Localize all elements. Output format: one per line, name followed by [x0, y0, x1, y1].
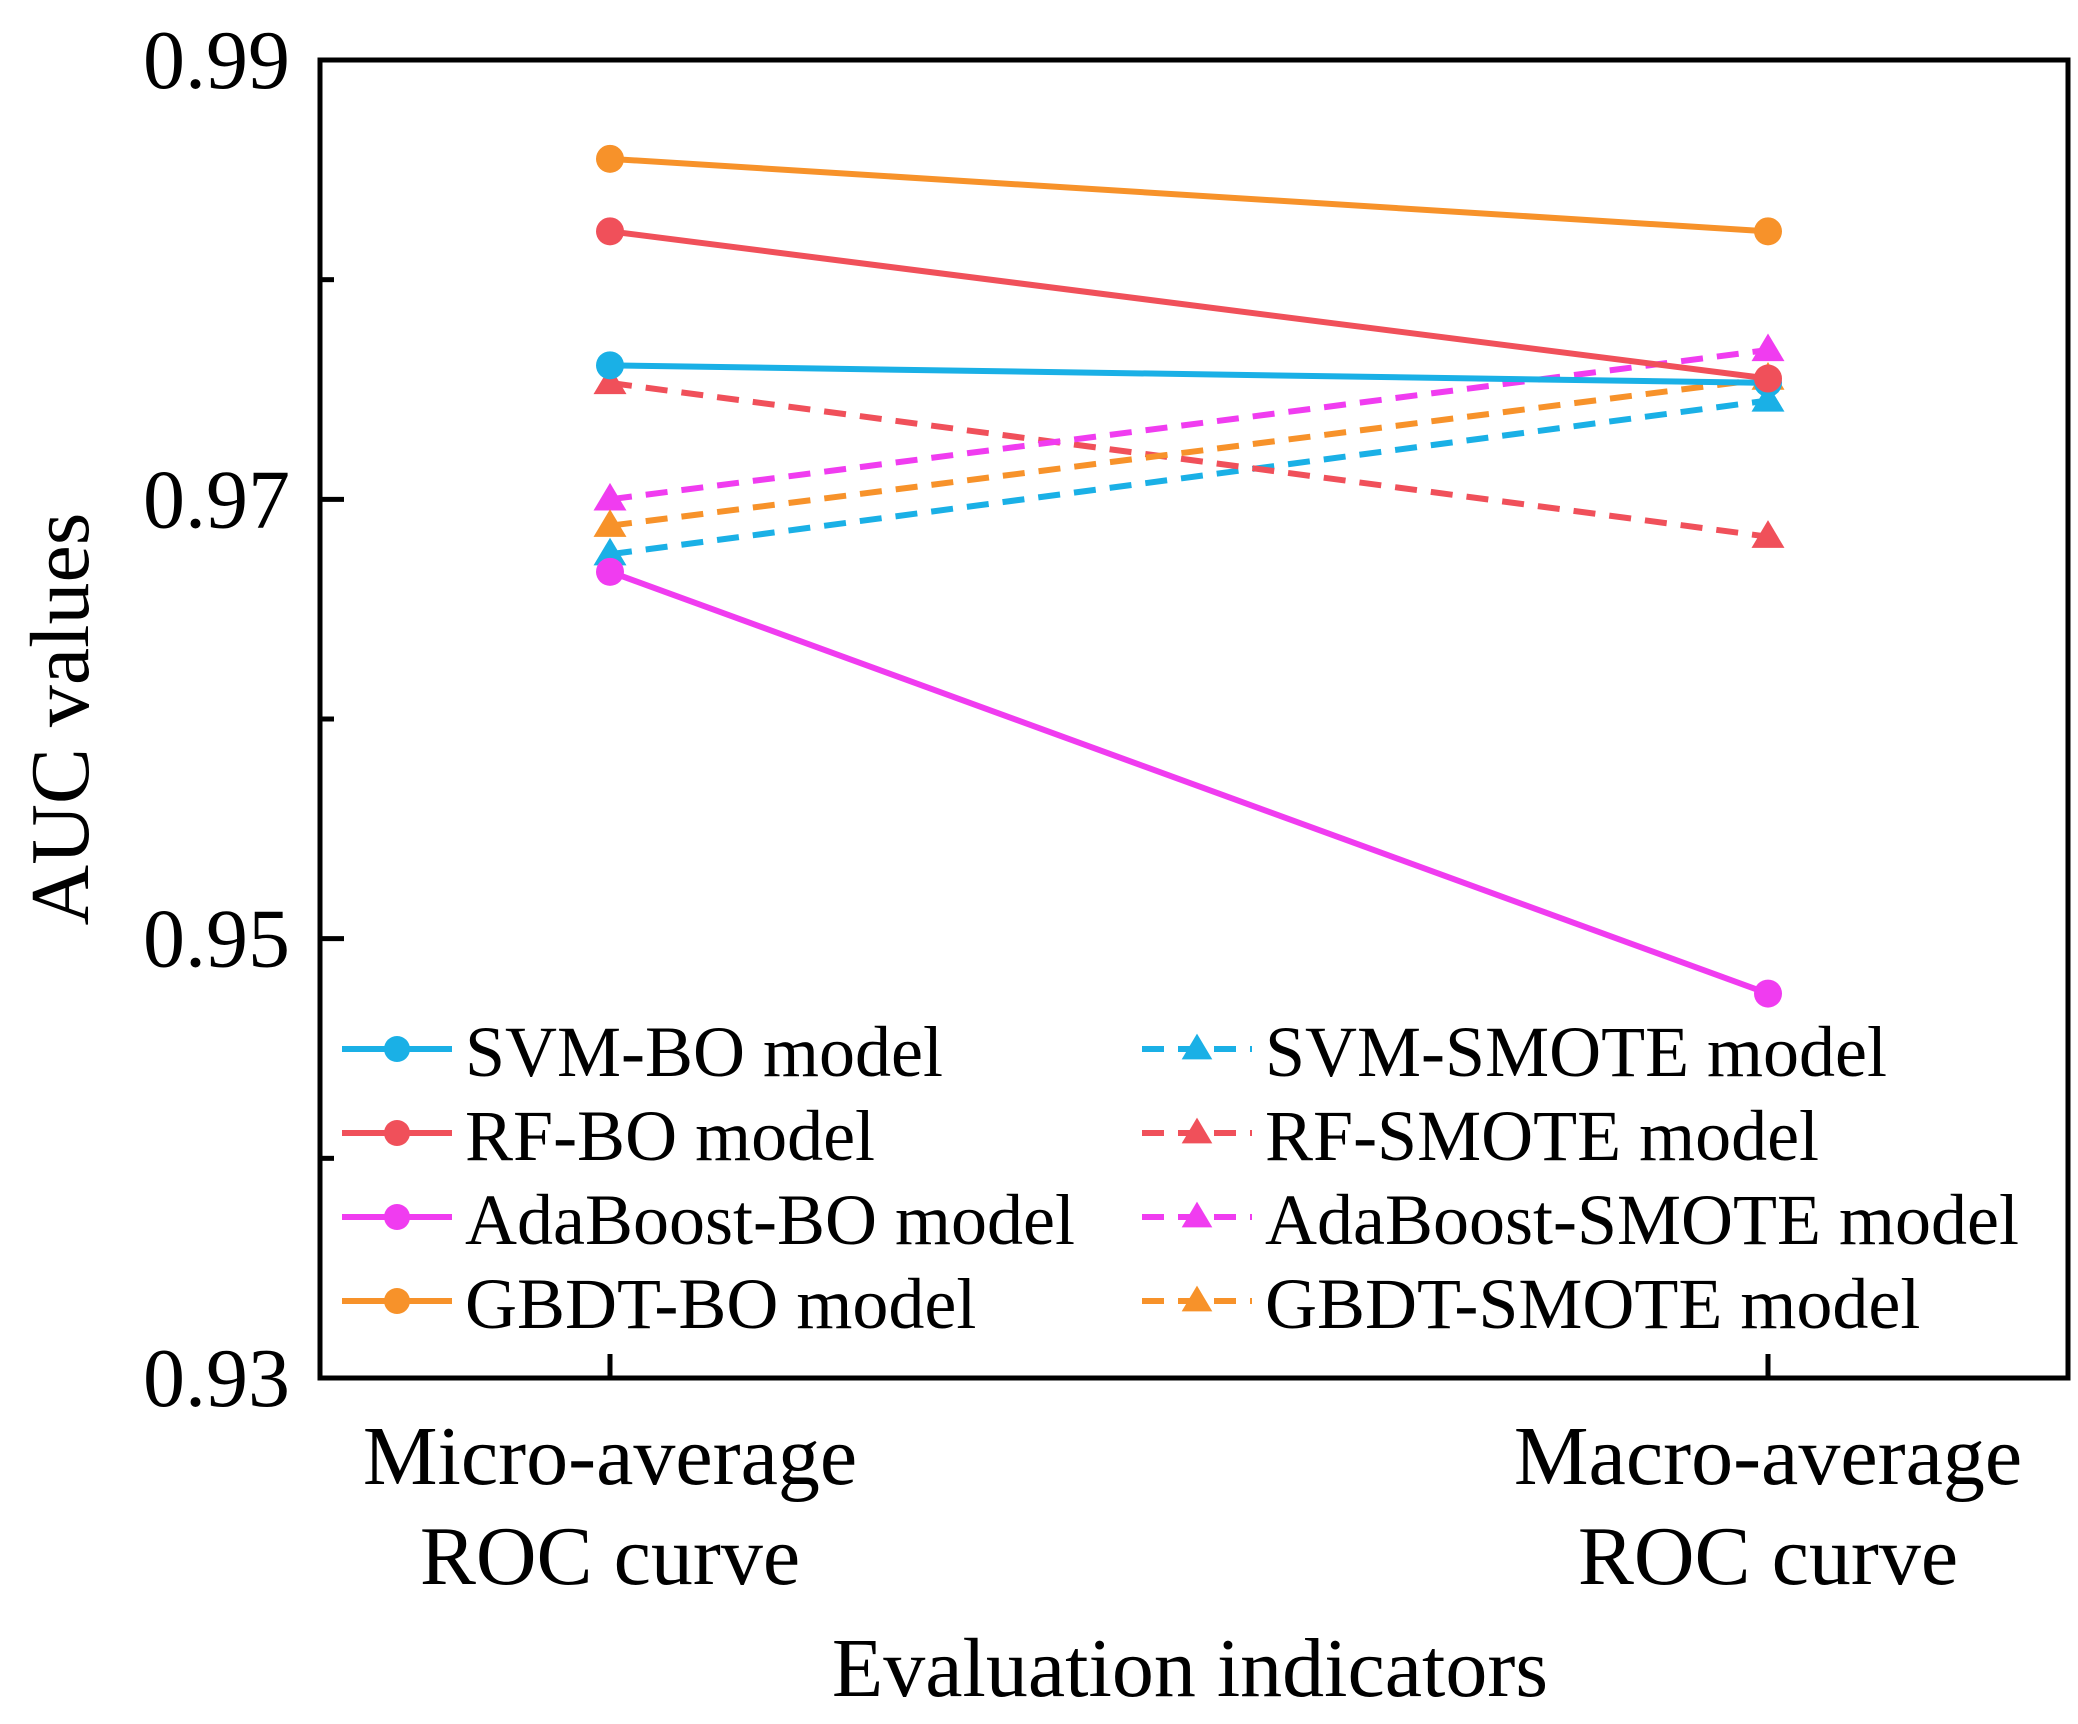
y-tick-label: 0.93 — [143, 1332, 290, 1425]
data-point — [1751, 383, 1785, 412]
legend-swatch-marker — [1181, 1285, 1213, 1312]
series-line — [609, 379, 1769, 540]
y-axis: 0.93 0.95 0.97 0.99 — [143, 14, 344, 1425]
legend-swatch-marker — [384, 1036, 410, 1062]
series-gbdt-bo-model — [596, 144, 1782, 246]
legend-label: AdaBoost-BO model — [465, 1180, 1075, 1260]
legend-item: AdaBoost-BO model — [342, 1180, 1075, 1260]
series-line — [609, 346, 1769, 503]
legend-label: RF-SMOTE model — [1265, 1096, 1819, 1176]
legend-label: GBDT-BO model — [465, 1264, 976, 1344]
series-line — [608, 569, 1770, 997]
series-line — [609, 375, 1769, 529]
legend-item: SVM-BO model — [342, 1012, 943, 1092]
series-gbdt-smote-model — [593, 362, 1785, 537]
data-point — [596, 557, 624, 586]
x-tick-label-line: ROC curve — [420, 1510, 800, 1603]
series-adaboost-bo-model — [596, 557, 1782, 1008]
x-axis-label: Evaluation indicators — [832, 1622, 1548, 1715]
legend-item: GBDT-BO model — [342, 1264, 976, 1344]
data-point — [596, 144, 624, 173]
legend-label: RF-BO model — [465, 1096, 875, 1176]
y-tick-label: 0.99 — [143, 14, 290, 107]
legend-item: SVM-SMOTE model — [1142, 1012, 1887, 1092]
data-point — [593, 537, 627, 566]
data-point — [593, 482, 627, 511]
legend-label: SVM-BO model — [465, 1012, 943, 1092]
series-svm-smote-model — [593, 383, 1785, 566]
legend-item: RF-BO model — [342, 1096, 875, 1176]
data-point — [593, 509, 627, 537]
legend-swatch-marker — [384, 1288, 410, 1314]
legend-swatch-marker — [1181, 1201, 1213, 1228]
x-tick-label-line: ROC curve — [1578, 1510, 1958, 1603]
data-point — [1754, 217, 1782, 246]
data-point — [1751, 333, 1785, 362]
legend-swatch-marker — [1181, 1033, 1213, 1060]
y-tick-label: 0.95 — [143, 893, 290, 986]
legend-swatch-marker — [384, 1204, 410, 1230]
data-point — [1754, 979, 1782, 1008]
series-layer — [593, 144, 1785, 1008]
data-point — [1754, 364, 1782, 393]
data-point — [596, 351, 624, 380]
series-line — [609, 397, 1769, 558]
legend-swatch-marker — [1181, 1117, 1213, 1144]
legend-label: SVM-SMOTE model — [1265, 1012, 1887, 1092]
series-rf-bo-model — [596, 217, 1782, 393]
legend-item: RF-SMOTE model — [1142, 1096, 1819, 1176]
series-adaboost-smote-model — [593, 333, 1785, 511]
x-tick-label: Micro-average ROC curve — [363, 1410, 857, 1603]
legend-label: GBDT-SMOTE model — [1265, 1264, 1920, 1344]
data-point — [1751, 520, 1785, 548]
data-point — [596, 217, 624, 246]
legend-label: AdaBoost-SMOTE model — [1265, 1180, 2019, 1260]
legend-item: GBDT-SMOTE model — [1142, 1264, 1920, 1344]
series-line — [609, 155, 1769, 235]
series-rf-smote-model — [593, 366, 1785, 548]
series-line — [609, 362, 1769, 386]
y-tick-label: 0.97 — [143, 453, 290, 546]
legend-swatch-marker — [384, 1120, 410, 1146]
data-point — [593, 366, 627, 395]
y-axis-label: AUC values — [14, 513, 107, 926]
legend-item: AdaBoost-SMOTE model — [1142, 1180, 2019, 1260]
x-tick-label: Macro-average ROC curve — [1514, 1410, 2022, 1603]
x-tick-label-line: Micro-average — [363, 1410, 857, 1503]
series-line — [609, 228, 1769, 382]
x-tick-label-line: Macro-average — [1514, 1410, 2022, 1503]
